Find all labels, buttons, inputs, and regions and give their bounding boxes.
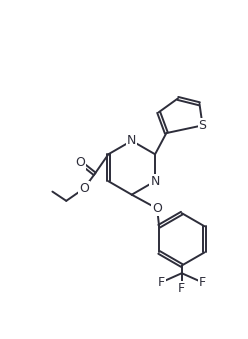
Text: O: O: [152, 202, 162, 215]
Text: O: O: [79, 182, 89, 195]
Text: F: F: [178, 282, 185, 295]
Text: F: F: [199, 276, 206, 289]
Text: O: O: [75, 156, 85, 169]
Text: N: N: [150, 175, 160, 188]
Text: S: S: [199, 119, 207, 132]
Text: F: F: [157, 276, 164, 289]
Text: N: N: [127, 134, 136, 147]
